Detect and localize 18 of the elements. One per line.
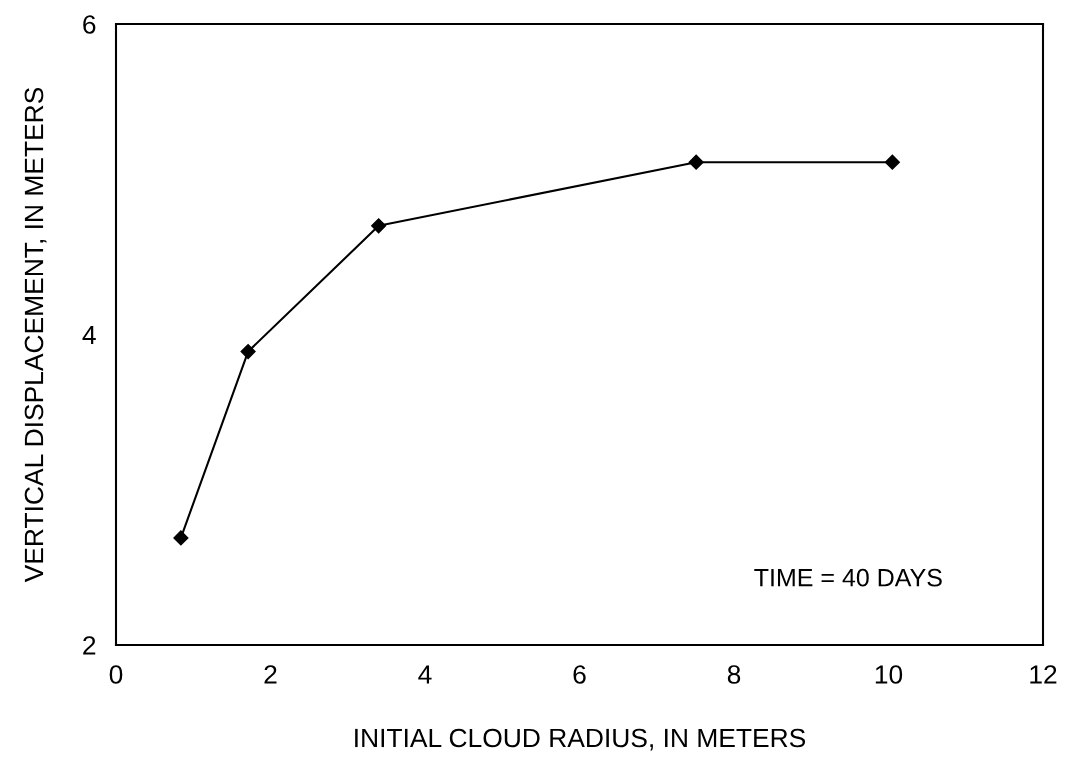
x-tick-label: 6 [573, 665, 586, 684]
y-tick-label: 6 [83, 15, 96, 34]
x-axis-title: INITIAL CLOUD RADIUS, IN METERS [355, 728, 806, 751]
y-axis-title: VERTICAL DISPLACEMENT, IN METERS [24, 87, 47, 583]
point [371, 218, 387, 234]
y-tick-label: 4 [82, 325, 96, 345]
x-tick-label: 4 [418, 665, 432, 684]
annotation: TIME = 40 DAYS [754, 568, 942, 587]
point [173, 530, 189, 546]
x-tick-label: 8 [727, 665, 741, 684]
point [688, 154, 704, 170]
point [240, 344, 256, 360]
x-tick-label: 12 [1030, 665, 1057, 684]
x-tick-label: 0 [109, 665, 123, 684]
x-tick-label: 2 [264, 665, 277, 684]
point [884, 154, 900, 170]
x-tick-label: 10 [875, 665, 903, 684]
y-tick-label: 2 [83, 636, 96, 655]
